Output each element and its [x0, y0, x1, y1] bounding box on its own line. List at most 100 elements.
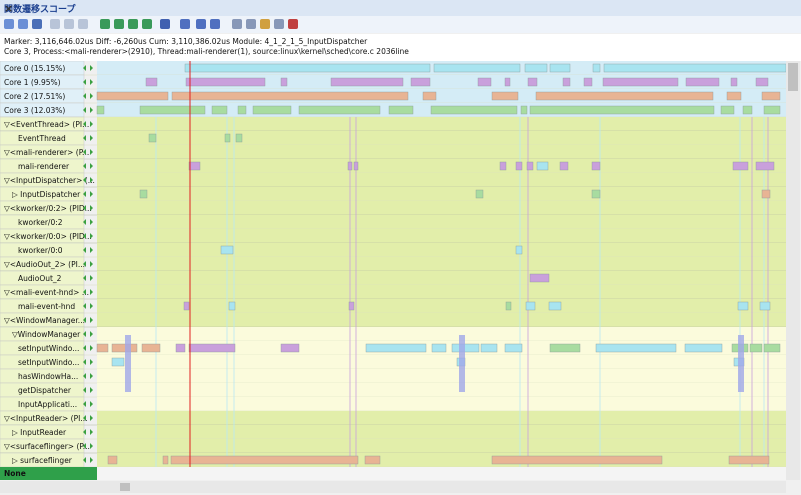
row-arrows[interactable] [83, 275, 93, 281]
event-bar [422, 91, 437, 101]
tool-button[interactable] [128, 19, 138, 29]
tool-button[interactable] [78, 19, 88, 29]
row-arrows[interactable] [83, 163, 93, 169]
row-arrows[interactable] [83, 429, 93, 435]
event-bar [749, 343, 763, 353]
row-arrows[interactable] [83, 177, 93, 183]
event-bar [477, 77, 492, 87]
event-bar [183, 301, 190, 311]
tool-button[interactable] [160, 19, 170, 29]
tool-button[interactable] [4, 19, 14, 29]
event-bar [504, 343, 523, 353]
row-arrows[interactable] [83, 303, 93, 309]
row-arrows[interactable] [83, 65, 93, 71]
tool-button[interactable] [114, 19, 124, 29]
event-bar [720, 105, 735, 115]
row-label: AudioOut_2 [18, 274, 62, 283]
row-arrows[interactable] [83, 121, 93, 127]
h-thumb[interactable] [120, 483, 130, 491]
event-bar [364, 455, 381, 465]
event-bar [491, 455, 663, 465]
event-bar [515, 245, 523, 255]
event-bar [298, 105, 381, 115]
window-title: 関数遷移スコープ [4, 5, 76, 15]
row-arrows[interactable] [83, 331, 93, 337]
row-label: ▽<AudioOut_2> (PI... [4, 260, 85, 269]
tool-button[interactable] [288, 19, 298, 29]
tool-button[interactable] [32, 19, 42, 29]
row-arrows[interactable] [83, 457, 93, 463]
row-track [97, 243, 786, 257]
event-bar [562, 77, 571, 87]
row-label: getDispatcher [18, 386, 72, 395]
row-label: hasWindowHa... [18, 372, 78, 381]
row-arrows[interactable] [83, 289, 93, 295]
row-label: ▽<kworker/0:0> (PID... [4, 232, 92, 241]
event-bar [170, 455, 359, 465]
toolbar [0, 16, 801, 33]
row-arrows[interactable] [83, 443, 93, 449]
tool-button[interactable] [180, 19, 190, 29]
row-track [97, 201, 786, 215]
tool-button[interactable] [18, 19, 28, 29]
tool-button[interactable] [100, 19, 110, 29]
row-label: InputApplicati... [18, 400, 77, 409]
event-bar [211, 105, 228, 115]
row-track [97, 173, 786, 187]
row-arrows[interactable] [83, 135, 93, 141]
close-button[interactable]: × [4, 2, 14, 15]
info-line: Marker: 3,116,646.02us Diff: -6,260us Cu… [4, 37, 368, 46]
row-arrows[interactable] [83, 149, 93, 155]
row-arrows[interactable] [83, 191, 93, 197]
row-arrows[interactable] [83, 261, 93, 267]
row-arrows[interactable] [83, 107, 93, 113]
row-arrows[interactable] [83, 79, 93, 85]
row-arrows[interactable] [83, 317, 93, 323]
row-arrows[interactable] [83, 93, 93, 99]
row-track [97, 425, 786, 439]
row-track [97, 159, 786, 173]
tool-button[interactable] [246, 19, 256, 29]
row-arrows[interactable] [83, 359, 93, 365]
event-bar [365, 343, 427, 353]
tool-button[interactable] [210, 19, 220, 29]
tool-button[interactable] [260, 19, 270, 29]
event-bar [188, 343, 236, 353]
row-arrows[interactable] [83, 233, 93, 239]
row-label: ▽<EventThread> (PI... [4, 120, 89, 129]
row-arrows[interactable] [83, 247, 93, 253]
row-arrows[interactable] [83, 387, 93, 393]
row-arrows[interactable] [83, 401, 93, 407]
row-arrows[interactable] [83, 373, 93, 379]
event-bar [549, 343, 581, 353]
v-thumb[interactable] [788, 63, 798, 91]
row-label: ▽<InputDispatcher> (... [4, 176, 95, 185]
row-arrows[interactable] [83, 345, 93, 351]
row-arrows[interactable] [83, 415, 93, 421]
event-bar [763, 343, 781, 353]
tool-button[interactable] [142, 19, 152, 29]
row-label: ▽WindowManager [12, 330, 81, 339]
event-bar [228, 301, 236, 311]
tool-button[interactable] [50, 19, 60, 29]
row-label: Core 2 (17.51%) [4, 92, 65, 101]
footer-label: None [4, 469, 26, 478]
footer-bg [0, 467, 97, 480]
row-arrows[interactable] [83, 205, 93, 211]
event-bar [602, 77, 679, 87]
row-track [97, 369, 786, 383]
tool-button[interactable] [274, 19, 284, 29]
row-arrows[interactable] [83, 219, 93, 225]
event-bar [524, 63, 548, 73]
tool-button[interactable] [196, 19, 206, 29]
tool-button[interactable] [64, 19, 74, 29]
row-track [97, 117, 786, 131]
event-bar [726, 91, 742, 101]
row-label: ▽<mali-renderer> (P... [4, 148, 89, 157]
v-scrollbar[interactable] [786, 61, 800, 480]
h-scrollbar[interactable] [0, 481, 786, 493]
tool-button[interactable] [232, 19, 242, 29]
event-bar [755, 161, 775, 171]
row-label: ▽<mali-event-hnd> ... [4, 288, 89, 297]
event-bar [592, 63, 601, 73]
